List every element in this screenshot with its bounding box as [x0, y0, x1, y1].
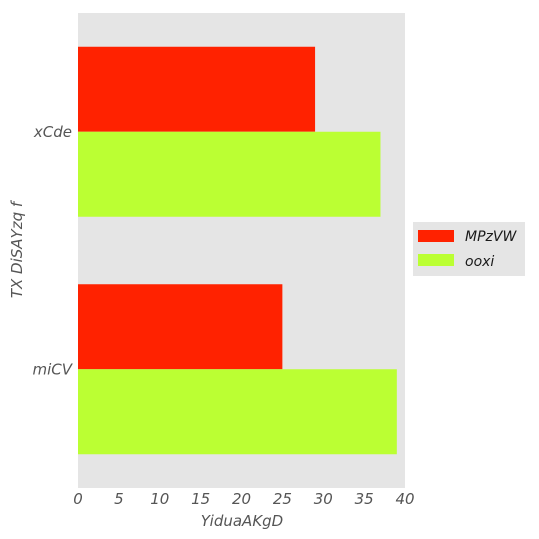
- legend-swatch-mpzvw: [418, 230, 454, 242]
- legend-label-mpzvw: MPzVW: [465, 229, 517, 245]
- x-tick-label: 20: [232, 490, 251, 508]
- x-tick-label: 25: [273, 490, 292, 508]
- legend-label-ooxi: ooxi: [465, 254, 494, 270]
- bar-mpzvw-xcde: [78, 47, 315, 132]
- legend: MPzVW ooxi: [413, 222, 525, 276]
- x-tick-label: 30: [314, 490, 333, 508]
- x-axis-label: YiduaAKgD: [201, 512, 283, 530]
- legend-swatch-ooxi: [418, 254, 454, 266]
- x-tick-labels: 0 5 10 15 20 25 30 35 40: [73, 490, 414, 508]
- x-tick-label: 40: [395, 490, 414, 508]
- y-axis-label: TX DiSAYzq f: [8, 199, 26, 298]
- x-tick-label: 0: [73, 490, 83, 508]
- x-tick-label: 35: [355, 490, 374, 508]
- x-tick-label: 10: [150, 490, 169, 508]
- x-tick-label: 15: [191, 490, 210, 508]
- bar-ooxi-xcde: [78, 132, 380, 217]
- bar-mpzvw-micv: [78, 284, 282, 369]
- y-tick-label: xCde: [33, 123, 72, 141]
- y-tick-labels: xCde miCV: [32, 123, 73, 379]
- y-tick-label: miCV: [32, 360, 73, 378]
- x-tick-label: 5: [114, 490, 124, 508]
- bar-ooxi-micv: [78, 369, 397, 454]
